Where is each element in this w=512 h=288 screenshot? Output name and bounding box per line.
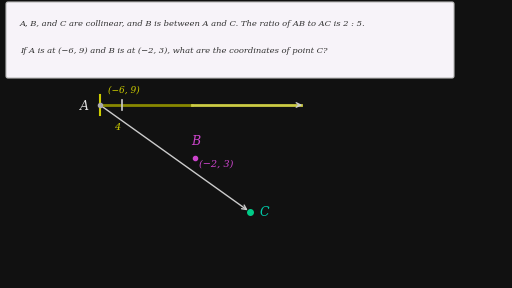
Text: B: B [191, 135, 200, 148]
Text: C: C [260, 206, 270, 219]
Text: (−6, 9): (−6, 9) [108, 86, 140, 95]
FancyBboxPatch shape [6, 2, 454, 78]
Text: (−2, 3): (−2, 3) [199, 160, 233, 169]
Text: A, B, and C are collinear, and B is between A and C. The ratio of AB to AC is 2 : A, B, and C are collinear, and B is betw… [20, 20, 366, 28]
Text: A: A [79, 99, 89, 113]
Text: 4: 4 [114, 123, 120, 132]
Text: If A is at (−6, 9) and B is at (−2, 3), what are the coordinates of point C?: If A is at (−6, 9) and B is at (−2, 3), … [20, 47, 328, 55]
